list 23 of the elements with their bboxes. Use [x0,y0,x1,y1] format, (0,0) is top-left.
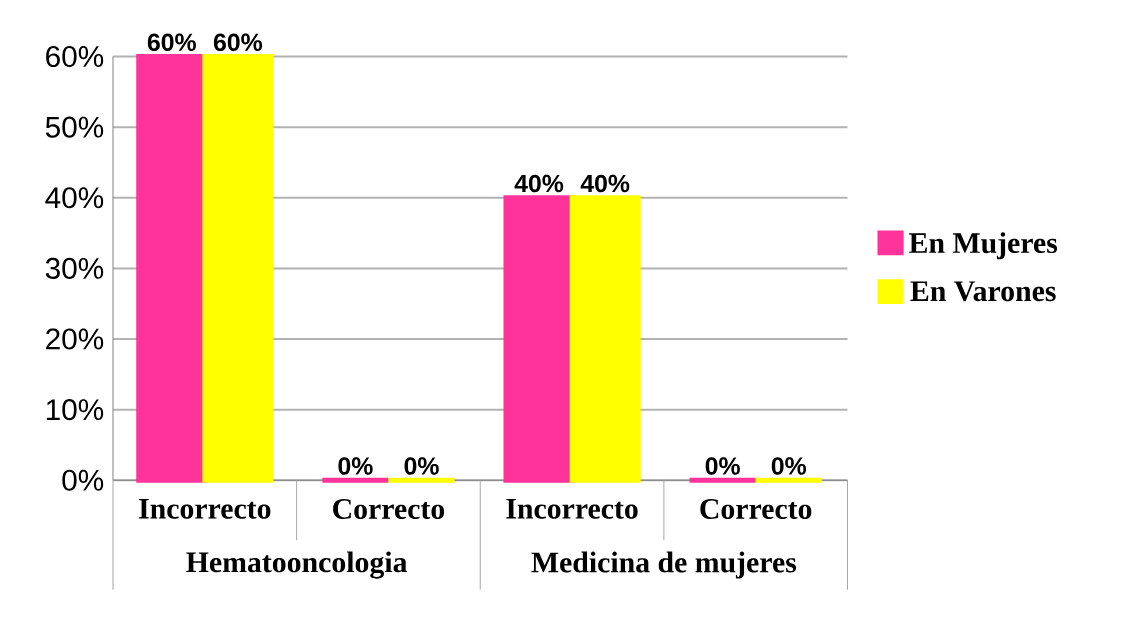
y-tick-label: 20% [46,328,104,350]
data-label: 40% [514,174,564,193]
y-tick-label: 10% [46,399,104,421]
data-label: 0% [771,457,807,476]
data-label: 0% [338,457,373,476]
data-label: 0% [404,457,439,476]
text: Medicina de mujeres [531,551,797,579]
y-tick-label: 30% [45,258,104,280]
x-tick-label: Correcto [333,499,445,520]
x-tick-label: Incorrecto [506,499,638,519]
data-label: 60% [213,33,263,52]
legend-label: En Mujeres [909,232,1058,260]
y-tick-label: 40% [45,187,104,209]
x-tick-label: Incorrecto [139,499,271,519]
legend-label: En Varones [910,281,1056,302]
y-tick-label: 60% [46,46,104,68]
y-tick-label: 50% [45,116,104,138]
data-label: 40% [580,174,630,193]
x-tick-label: Correcto [700,499,812,520]
text: Hematooncologia [186,551,408,579]
data-label: 0% [705,457,740,476]
y-tick-label: 0% [62,469,104,492]
data-label: 60% [147,33,196,52]
